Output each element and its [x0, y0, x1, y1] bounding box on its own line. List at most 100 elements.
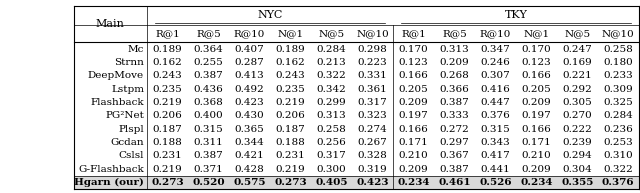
- Text: 0.233: 0.233: [604, 71, 633, 80]
- Text: 0.297: 0.297: [440, 138, 469, 147]
- Text: 0.292: 0.292: [563, 85, 592, 94]
- Text: 0.187: 0.187: [276, 125, 305, 134]
- Text: 0.247: 0.247: [563, 45, 592, 54]
- Text: 0.436: 0.436: [194, 85, 223, 94]
- Text: 0.197: 0.197: [522, 111, 551, 120]
- Text: 0.206: 0.206: [153, 111, 182, 120]
- Text: 0.387: 0.387: [440, 98, 469, 107]
- Text: 0.492: 0.492: [235, 85, 264, 94]
- Text: Mc: Mc: [127, 45, 144, 54]
- Text: Cslsl: Cslsl: [118, 151, 144, 160]
- Text: 0.317: 0.317: [358, 98, 387, 107]
- Text: 0.355: 0.355: [561, 178, 593, 187]
- Text: 0.284: 0.284: [317, 45, 346, 54]
- Text: 0.210: 0.210: [399, 151, 428, 160]
- Text: 0.423: 0.423: [356, 178, 388, 187]
- Text: 0.313: 0.313: [317, 111, 346, 120]
- Text: 0.123: 0.123: [522, 58, 551, 67]
- Text: 0.342: 0.342: [317, 85, 346, 94]
- Text: 0.256: 0.256: [317, 138, 346, 147]
- Text: 0.309: 0.309: [604, 85, 633, 94]
- Text: 0.387: 0.387: [194, 71, 223, 80]
- Text: 0.361: 0.361: [358, 85, 387, 94]
- Text: 0.209: 0.209: [399, 98, 428, 107]
- Text: 0.322: 0.322: [604, 165, 633, 174]
- Text: 0.365: 0.365: [235, 125, 264, 134]
- Text: 0.315: 0.315: [194, 125, 223, 134]
- Text: 0.387: 0.387: [194, 151, 223, 160]
- Text: 0.223: 0.223: [358, 58, 387, 67]
- Text: 0.368: 0.368: [194, 98, 223, 107]
- Text: Main: Main: [96, 19, 125, 29]
- Text: 0.166: 0.166: [522, 71, 551, 80]
- Text: 0.344: 0.344: [235, 138, 264, 147]
- Text: N@1: N@1: [524, 29, 549, 38]
- Text: DeepMove: DeepMove: [88, 71, 144, 80]
- Text: 0.273: 0.273: [275, 178, 307, 187]
- Text: 0.180: 0.180: [604, 58, 633, 67]
- Text: 0.267: 0.267: [358, 138, 387, 147]
- Text: 0.209: 0.209: [522, 165, 551, 174]
- Text: Flashback: Flashback: [90, 98, 144, 107]
- Text: 0.416: 0.416: [481, 85, 510, 94]
- Text: 0.206: 0.206: [276, 111, 305, 120]
- Text: 0.575: 0.575: [234, 178, 266, 187]
- Text: Lstpm: Lstpm: [111, 85, 144, 94]
- Text: 0.367: 0.367: [440, 151, 469, 160]
- Text: 0.209: 0.209: [440, 58, 469, 67]
- Text: 0.461: 0.461: [438, 178, 470, 187]
- Text: R@10: R@10: [234, 29, 266, 38]
- Text: 0.162: 0.162: [276, 58, 305, 67]
- Text: 0.423: 0.423: [235, 98, 264, 107]
- Text: 0.428: 0.428: [235, 165, 264, 174]
- Text: 0.387: 0.387: [440, 165, 469, 174]
- Text: 0.231: 0.231: [276, 151, 305, 160]
- Text: 0.170: 0.170: [399, 45, 428, 54]
- Text: R@5: R@5: [196, 29, 221, 38]
- Text: 0.188: 0.188: [276, 138, 305, 147]
- Text: 0.246: 0.246: [481, 58, 510, 67]
- Text: 0.319: 0.319: [358, 165, 387, 174]
- Text: 0.166: 0.166: [399, 71, 428, 80]
- Text: 0.221: 0.221: [563, 71, 592, 80]
- Text: 0.299: 0.299: [317, 98, 346, 107]
- Text: 0.441: 0.441: [481, 165, 510, 174]
- Text: 0.376: 0.376: [602, 178, 634, 187]
- Text: 0.315: 0.315: [481, 125, 510, 134]
- Text: 0.239: 0.239: [563, 138, 592, 147]
- Text: 0.197: 0.197: [399, 111, 428, 120]
- Text: N@10: N@10: [602, 29, 635, 38]
- Text: 0.317: 0.317: [317, 151, 346, 160]
- Text: 0.171: 0.171: [522, 138, 551, 147]
- Text: 0.219: 0.219: [276, 165, 305, 174]
- Text: 0.310: 0.310: [604, 151, 633, 160]
- Text: Hgarn (our): Hgarn (our): [74, 178, 144, 187]
- Text: N@5: N@5: [319, 29, 344, 38]
- Text: 0.300: 0.300: [317, 165, 346, 174]
- Text: 0.298: 0.298: [358, 45, 387, 54]
- Text: 0.166: 0.166: [522, 125, 551, 134]
- Text: 0.253: 0.253: [604, 138, 633, 147]
- Text: 0.366: 0.366: [440, 85, 469, 94]
- Text: 0.343: 0.343: [481, 138, 510, 147]
- Text: 0.234: 0.234: [397, 178, 429, 187]
- Text: 0.205: 0.205: [522, 85, 551, 94]
- Text: TKY: TKY: [504, 10, 527, 20]
- Text: PG²Net: PG²Net: [105, 111, 144, 120]
- Text: N@1: N@1: [278, 29, 303, 38]
- Text: 0.323: 0.323: [358, 111, 387, 120]
- Text: 0.205: 0.205: [399, 85, 428, 94]
- Text: 0.526: 0.526: [479, 178, 511, 187]
- Text: 0.187: 0.187: [153, 125, 182, 134]
- Text: R@10: R@10: [479, 29, 511, 38]
- Text: 0.447: 0.447: [481, 98, 510, 107]
- Text: 0.219: 0.219: [153, 165, 182, 174]
- Text: 0.209: 0.209: [522, 98, 551, 107]
- Text: 0.430: 0.430: [235, 111, 264, 120]
- Text: 0.405: 0.405: [316, 178, 348, 187]
- Text: 0.364: 0.364: [194, 45, 223, 54]
- Text: 0.413: 0.413: [235, 71, 264, 80]
- Text: 0.520: 0.520: [193, 178, 225, 187]
- Text: 0.322: 0.322: [317, 71, 346, 80]
- Text: 0.311: 0.311: [194, 138, 223, 147]
